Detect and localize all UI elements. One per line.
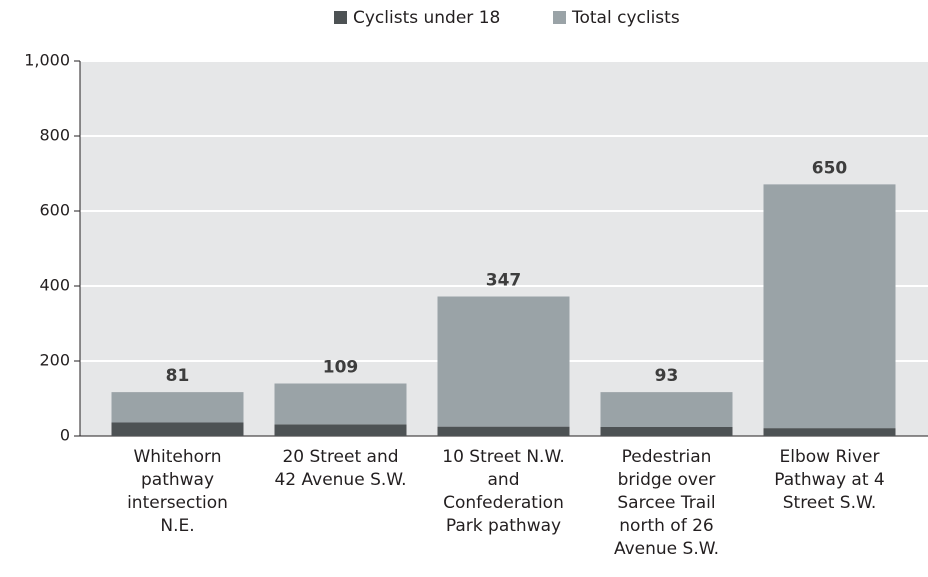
- x-tick-label: 10 Street N.W. and Confederation Park pa…: [442, 447, 565, 536]
- bar-segment: [600, 427, 733, 436]
- x-tick-label: 20 Street and 42 Avenue S.W.: [274, 447, 407, 490]
- y-tick-label: 600: [39, 201, 70, 220]
- legend-label: Cyclists under 18: [353, 8, 500, 28]
- bar-segment: [111, 392, 244, 423]
- y-tick-label: 1,000: [24, 51, 70, 70]
- legend-swatch: [553, 11, 566, 24]
- bar-segment: [763, 184, 896, 429]
- data-label: 109: [323, 358, 359, 378]
- y-tick-label: 0: [60, 426, 70, 445]
- legend-label: Total cyclists: [571, 8, 680, 28]
- bar-segment: [600, 392, 733, 427]
- y-tick-label: 200: [39, 351, 70, 370]
- y-tick-label: 400: [39, 276, 70, 295]
- bar-segment: [763, 428, 896, 436]
- bar-segment: [274, 424, 407, 436]
- bar-segment: [274, 383, 407, 425]
- bar-segment: [111, 422, 244, 436]
- data-label: 81: [166, 366, 190, 386]
- x-tick-label: Pedestrian bridge over Sarcee Trail nort…: [613, 447, 720, 559]
- data-label: 93: [655, 366, 679, 386]
- y-tick-label: 800: [39, 126, 70, 145]
- bar-segment: [437, 426, 570, 436]
- x-tick-label: Elbow River Pathway at 4 Street S.W.: [774, 447, 885, 513]
- legend-swatch: [334, 11, 347, 24]
- x-tick-label: Whitehorn pathway intersection N.E.: [127, 447, 228, 536]
- bar-segment: [437, 296, 570, 427]
- data-label: 347: [486, 271, 522, 291]
- data-label: 650: [812, 158, 848, 178]
